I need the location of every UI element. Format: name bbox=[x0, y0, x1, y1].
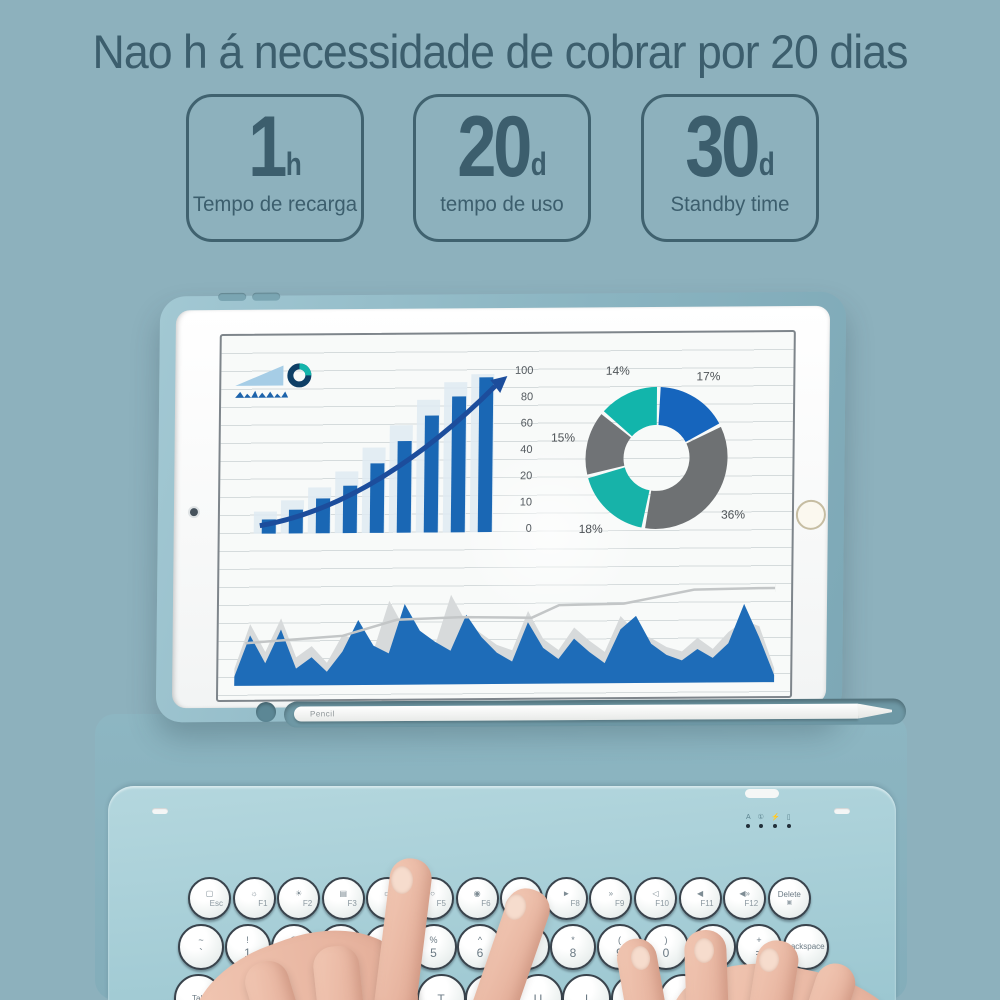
stat-box-usage: 20 d tempo de uso bbox=[413, 94, 591, 242]
pencil-tip bbox=[858, 703, 892, 718]
y-axis-tick: 0 bbox=[526, 523, 532, 535]
donut-segment-label: 14% bbox=[606, 364, 630, 378]
indicator-icon: ▯ bbox=[786, 814, 791, 821]
key-icon: ☼ bbox=[250, 888, 258, 898]
headline: Nao h á necessidade de cobrar por 20 dia… bbox=[92, 25, 909, 78]
pencil-tray-hole bbox=[256, 702, 276, 722]
key-icon: ▢ bbox=[205, 888, 214, 898]
key-F6: ◉ F6 bbox=[455, 877, 499, 920]
key-Esc: ▢ Esc bbox=[188, 877, 231, 920]
indicator: ▯ bbox=[786, 814, 791, 828]
stat-label: tempo de uso bbox=[440, 193, 564, 216]
skyline-icon bbox=[235, 390, 289, 398]
donut-segment-label: 36% bbox=[721, 507, 745, 521]
tablet: 100 80 60 40 20 10 0 14% 17% 36% 18% 15% bbox=[155, 291, 847, 723]
latch-pill bbox=[745, 789, 779, 798]
mini-chart-icons bbox=[231, 353, 352, 410]
stat-value: 20 bbox=[457, 99, 532, 196]
key-`: ~ ` bbox=[178, 924, 224, 970]
key-Delete: Delete ▣ bbox=[767, 877, 811, 920]
indicator-icon: ① bbox=[757, 814, 764, 821]
indicator: A bbox=[746, 814, 751, 828]
key-icon: ◀ bbox=[697, 888, 704, 898]
volume-down-button bbox=[252, 292, 281, 301]
stat-unit: d bbox=[758, 146, 775, 182]
key-F2: ☀ F2 bbox=[277, 877, 321, 920]
key-F11: ◀ F11 bbox=[678, 877, 722, 920]
y-axis-tick: 60 bbox=[521, 417, 533, 429]
ipad-body: 100 80 60 40 20 10 0 14% 17% 36% 18% 15% bbox=[171, 305, 831, 709]
indicator-icon: A bbox=[746, 814, 751, 821]
key-icon: ◀» bbox=[739, 888, 750, 898]
ramp-icon bbox=[235, 363, 312, 398]
magnet-pill-left bbox=[152, 808, 168, 814]
stat-label: Standby time bbox=[670, 193, 790, 216]
stat-value: 1 bbox=[248, 99, 287, 196]
status-indicators: A ① ⚡ ▯ bbox=[746, 814, 791, 828]
indicator-icon: ⚡ bbox=[770, 814, 780, 821]
key-8: * 8 bbox=[550, 924, 596, 970]
key-icon: ○ bbox=[430, 888, 435, 898]
volume-up-button bbox=[218, 292, 247, 301]
indicator-dot bbox=[758, 824, 763, 828]
y-axis-tick: 20 bbox=[520, 470, 532, 482]
key-icon: » bbox=[608, 888, 614, 898]
y-axis-tick: 10 bbox=[520, 496, 532, 508]
y-axis-tick: 100 bbox=[515, 365, 533, 377]
stat-unit: d bbox=[530, 146, 547, 182]
donut-segment-label: 15% bbox=[551, 431, 575, 445]
stat-value: 30 bbox=[685, 99, 760, 196]
key-icon: ◉ bbox=[473, 888, 481, 898]
key-T: T bbox=[416, 974, 466, 1000]
key-F3: ▤ F3 bbox=[321, 877, 365, 920]
stat-label: Tempo de recarga bbox=[192, 193, 358, 216]
key-icon: ◁ bbox=[652, 888, 659, 898]
key-F12: ◀» F12 bbox=[723, 877, 767, 920]
indicator-dot bbox=[746, 824, 751, 828]
y-axis-tick: 40 bbox=[520, 444, 532, 456]
y-axis-tick: 80 bbox=[521, 391, 533, 403]
indicator-dot bbox=[786, 824, 791, 828]
donut-segment-label: 17% bbox=[696, 369, 720, 383]
indicator: ⚡ bbox=[771, 814, 780, 828]
stat-unit: h bbox=[285, 146, 302, 182]
key-icon: ▤ bbox=[339, 888, 348, 898]
key-F1: ☼ F1 bbox=[232, 877, 276, 920]
indicator: ① bbox=[758, 814, 764, 828]
key-F10: ◁ F10 bbox=[634, 877, 677, 920]
front-camera bbox=[189, 508, 198, 517]
tablet-screen: 100 80 60 40 20 10 0 14% 17% 36% 18% 15% bbox=[215, 329, 796, 702]
key-icon: ► bbox=[562, 888, 571, 898]
stat-box-recharge: 1 h Tempo de recarga bbox=[186, 94, 364, 242]
key-F8: ► F8 bbox=[544, 877, 588, 920]
indicator-dot bbox=[773, 824, 778, 828]
key-icon: ☀ bbox=[295, 888, 303, 898]
home-button bbox=[795, 499, 827, 530]
donut-chart: 14% 17% 36% 18% 15% bbox=[551, 364, 745, 536]
key-F9: » F9 bbox=[589, 877, 633, 920]
donut-segment-label: 18% bbox=[579, 522, 603, 536]
mountain-chart bbox=[234, 583, 776, 686]
apple-pencil: Pencil bbox=[293, 703, 859, 722]
pencil-tray: Pencil bbox=[283, 698, 907, 728]
pencil-label: Pencil bbox=[309, 709, 335, 719]
magnet-pill-right bbox=[834, 808, 850, 814]
stat-box-standby: 30 d Standby time bbox=[641, 94, 819, 242]
key-I: I bbox=[562, 974, 611, 1000]
